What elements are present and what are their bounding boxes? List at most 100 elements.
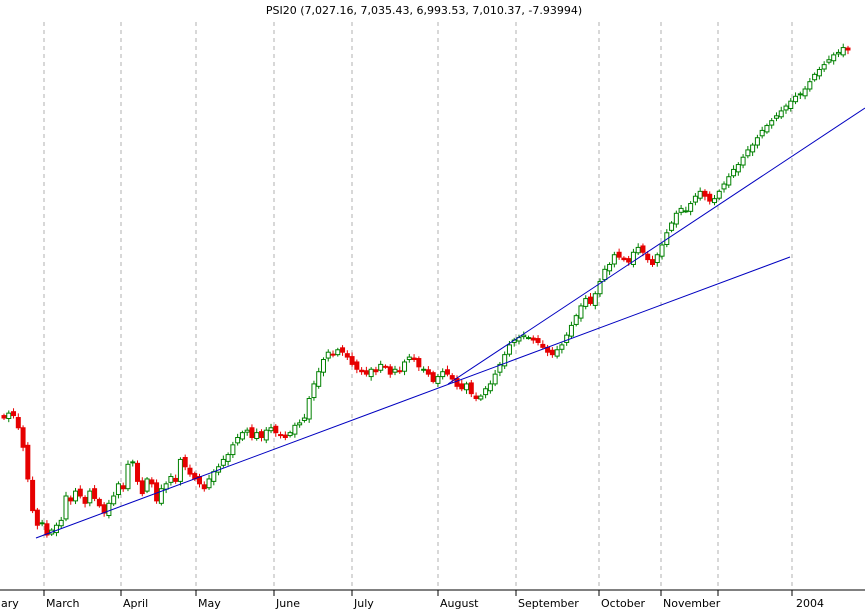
candle bbox=[421, 366, 427, 373]
candle bbox=[526, 335, 532, 340]
candle bbox=[96, 497, 102, 508]
candle bbox=[335, 347, 341, 357]
candle bbox=[87, 488, 93, 507]
candle bbox=[411, 354, 417, 362]
candle bbox=[549, 347, 555, 358]
candle bbox=[487, 380, 493, 394]
candle bbox=[30, 476, 36, 514]
candle bbox=[707, 191, 713, 205]
candle bbox=[249, 424, 255, 441]
candle bbox=[745, 146, 751, 159]
candle bbox=[492, 370, 498, 387]
candle bbox=[20, 425, 26, 452]
candle bbox=[444, 365, 450, 377]
x-tick-label: October bbox=[601, 597, 645, 609]
candle bbox=[621, 256, 627, 262]
candle bbox=[359, 367, 365, 375]
candle bbox=[125, 460, 131, 492]
candle bbox=[754, 134, 760, 149]
x-tick-label: July bbox=[353, 597, 374, 609]
candle bbox=[177, 457, 183, 486]
candle bbox=[6, 410, 12, 423]
candle bbox=[287, 430, 293, 438]
candle bbox=[387, 364, 393, 378]
candle bbox=[225, 452, 231, 466]
candle bbox=[802, 86, 808, 100]
candle bbox=[654, 252, 660, 267]
x-tick-label: June bbox=[275, 597, 300, 609]
candle bbox=[230, 441, 236, 458]
candle bbox=[239, 430, 245, 441]
candle bbox=[826, 55, 832, 65]
candle bbox=[464, 381, 470, 394]
x-tick-label: April bbox=[123, 597, 148, 609]
candle bbox=[535, 335, 541, 346]
candle bbox=[168, 473, 174, 486]
candle bbox=[483, 386, 489, 399]
candle bbox=[678, 205, 684, 216]
candle bbox=[92, 485, 98, 502]
candle bbox=[254, 428, 260, 441]
candle bbox=[182, 454, 188, 471]
candle bbox=[635, 243, 641, 255]
candle bbox=[778, 106, 784, 119]
candle bbox=[530, 335, 536, 344]
candle bbox=[697, 187, 703, 201]
candle bbox=[220, 455, 226, 468]
x-axis-ticks: ary March April May June July August September O… bbox=[1, 590, 824, 610]
candle bbox=[616, 248, 622, 260]
candle bbox=[106, 499, 112, 519]
trend-line-steep bbox=[447, 107, 865, 385]
candle bbox=[130, 459, 136, 467]
candle bbox=[201, 481, 207, 492]
candle bbox=[578, 303, 584, 322]
candle bbox=[273, 424, 279, 437]
candle bbox=[607, 262, 613, 275]
candle bbox=[764, 123, 770, 134]
candle bbox=[58, 516, 64, 529]
candle bbox=[373, 366, 379, 376]
candle bbox=[154, 479, 160, 504]
x-tick-label: September bbox=[518, 597, 579, 609]
candle bbox=[235, 433, 241, 446]
candle bbox=[845, 45, 851, 55]
candle bbox=[559, 342, 565, 354]
candle bbox=[282, 431, 288, 441]
candle bbox=[354, 359, 360, 374]
candle bbox=[144, 476, 150, 494]
candle bbox=[468, 379, 474, 398]
candle bbox=[244, 427, 250, 436]
candle bbox=[797, 91, 803, 99]
candle bbox=[588, 292, 594, 306]
candle bbox=[1, 413, 7, 420]
candle bbox=[344, 350, 350, 361]
candle bbox=[726, 173, 732, 188]
candle bbox=[120, 482, 126, 492]
candle bbox=[793, 92, 799, 105]
candle bbox=[263, 427, 269, 444]
candle bbox=[459, 379, 465, 392]
candle bbox=[368, 367, 374, 381]
candle bbox=[821, 61, 827, 72]
x-tick-label: ary bbox=[1, 597, 19, 609]
candle bbox=[721, 181, 727, 193]
candle bbox=[597, 278, 603, 297]
candle bbox=[735, 162, 741, 176]
candle bbox=[406, 353, 412, 363]
candle bbox=[564, 332, 570, 346]
candle bbox=[425, 366, 431, 377]
candle bbox=[340, 345, 346, 356]
candle bbox=[831, 52, 837, 65]
x-tick-label: March bbox=[46, 597, 80, 609]
candle bbox=[301, 413, 307, 423]
candle bbox=[73, 487, 79, 505]
candle bbox=[53, 522, 59, 537]
candle bbox=[278, 431, 284, 439]
candle bbox=[292, 422, 298, 438]
candle bbox=[649, 255, 655, 267]
candle bbox=[440, 368, 446, 380]
candle bbox=[402, 359, 408, 376]
candle bbox=[497, 361, 503, 377]
